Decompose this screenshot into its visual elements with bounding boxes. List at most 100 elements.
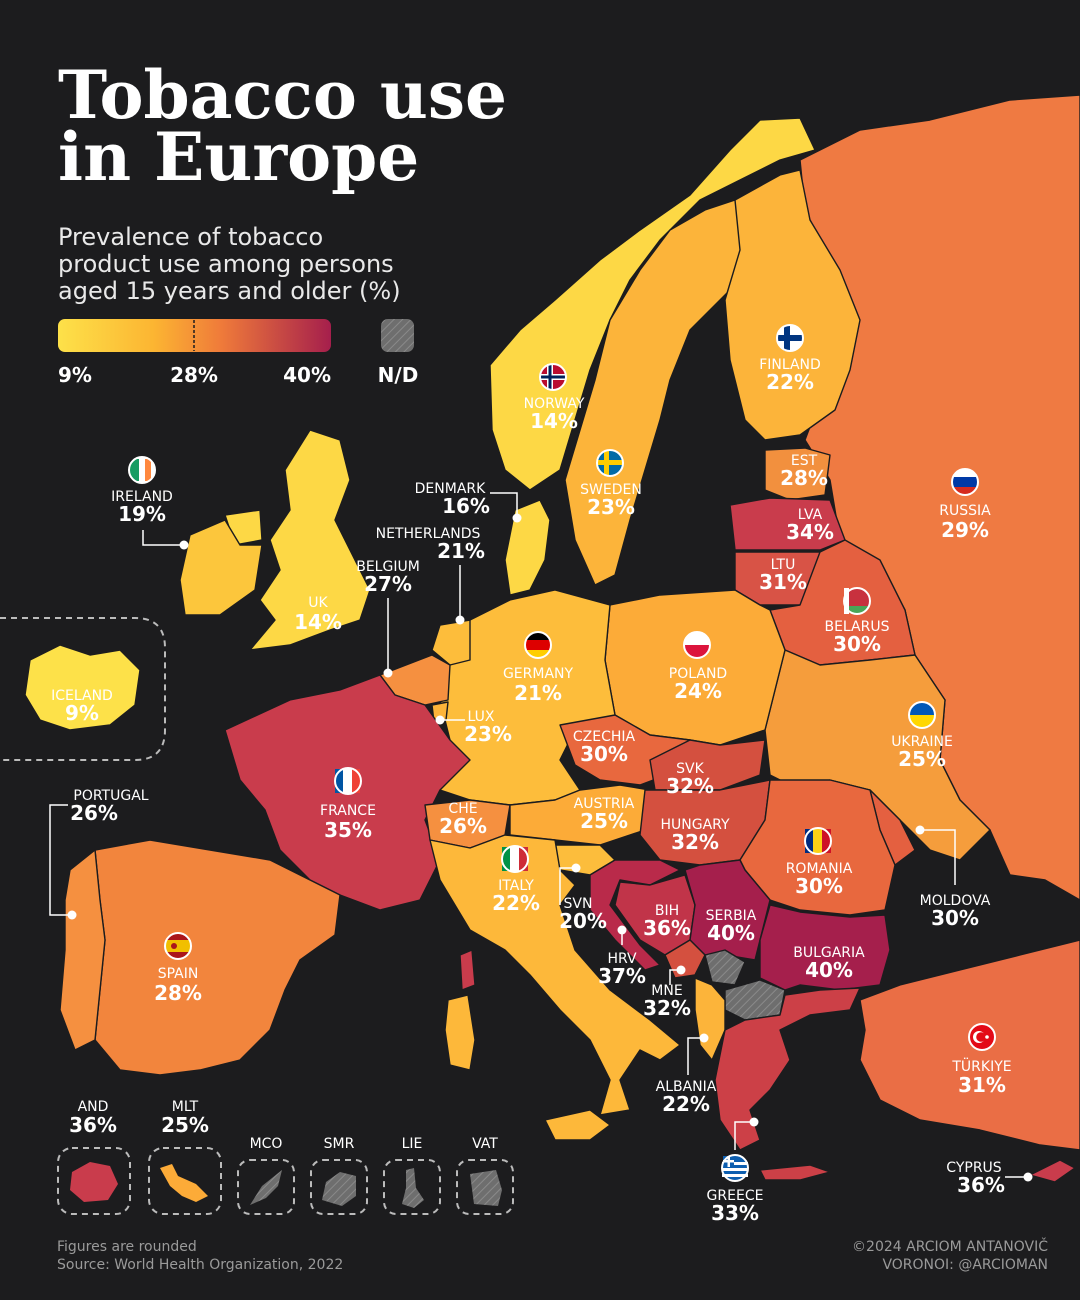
- label-sweden-value: 23%: [587, 495, 635, 519]
- iceland-inset-frame: [0, 617, 166, 761]
- label-serbia-name: SERBIA: [706, 908, 757, 924]
- label-lux-value: 23%: [464, 722, 512, 746]
- label-germany-name: GERMANY: [503, 666, 574, 682]
- shape-turkiye: [859, 939, 1080, 1151]
- ukraine-flag-icon: [908, 701, 936, 729]
- label-lva-value: 34%: [786, 520, 834, 544]
- label-belarus-name: BELARUS: [824, 619, 889, 635]
- label-denmark-value: 16%: [442, 494, 490, 518]
- label-belarus-value: 30%: [833, 632, 881, 656]
- label-turkiye-name: TÜRKIYE: [951, 1057, 1011, 1075]
- label-sweden-name: SWEDEN: [580, 482, 642, 498]
- shape-sardinia: [444, 994, 476, 1071]
- russia-flag-icon: [951, 468, 979, 496]
- label-spain-value: 28%: [154, 981, 202, 1005]
- label-austria-value: 25%: [580, 809, 628, 833]
- subtitle-line1: Prevalence of tobacco: [58, 223, 323, 251]
- label-cyprus-value: 36%: [957, 1173, 1005, 1197]
- label-italy-value: 22%: [492, 891, 540, 915]
- label-che-value: 26%: [439, 814, 487, 838]
- legend-max-label: 40%: [283, 363, 331, 387]
- shape-crete: [759, 1164, 831, 1181]
- label-smr-name: SMR: [324, 1136, 355, 1152]
- label-svk-name: SVK: [676, 761, 704, 777]
- label-turkiye-value: 31%: [958, 1073, 1006, 1097]
- label-iceland-value: 9%: [65, 701, 99, 725]
- label-finland-name: FINLAND: [759, 357, 821, 373]
- label-austria-name: AUSTRIA: [574, 796, 635, 812]
- label-mne-name: MNE: [651, 983, 682, 999]
- shape-croatia: [589, 859, 681, 971]
- label-hungary-name: HUNGARY: [660, 817, 730, 833]
- label-france-name: FRANCE: [320, 803, 376, 819]
- label-russia-name: RUSSIA: [939, 503, 991, 519]
- label-mco-name: MCO: [250, 1136, 283, 1152]
- label-and-name: AND: [78, 1099, 109, 1115]
- label-cyprus-name: CYPRUS: [946, 1160, 1001, 1176]
- label-bulgaria-name: BULGARIA: [793, 945, 865, 961]
- shape-uk: [249, 429, 371, 651]
- shape-smr: [322, 1172, 356, 1206]
- shape-italy: [429, 834, 681, 1116]
- label-albania-name: ALBANIA: [656, 1079, 717, 1095]
- inset-and-frame: [57, 1147, 131, 1215]
- footer-note: Figures are rounded: [57, 1239, 197, 1255]
- legend-min-label: 9%: [58, 363, 92, 387]
- turkiye-flag-icon: [968, 1023, 996, 1051]
- label-bih-value: 36%: [643, 916, 691, 940]
- label-iceland-name: ICELAND: [51, 688, 113, 704]
- shape-iceland: [24, 644, 141, 731]
- label-poland-name: POLAND: [669, 666, 727, 682]
- label-ukraine-name: UKRAINE: [891, 734, 953, 750]
- label-mne-value: 32%: [643, 996, 691, 1020]
- label-poland-value: 24%: [674, 679, 722, 703]
- label-serbia-value: 40%: [707, 921, 755, 945]
- shape-vat: [470, 1170, 502, 1206]
- footer-handle: VORONOI: @ARCIOMAN: [882, 1257, 1048, 1273]
- shape-sicily: [544, 1109, 611, 1141]
- shape-corsica: [459, 949, 476, 991]
- shape-sweden: [564, 199, 746, 586]
- legend-mid-label: 28%: [170, 363, 218, 387]
- label-ltu-name: LTU: [771, 557, 796, 573]
- label-vat-name: VAT: [472, 1136, 498, 1152]
- label-norway-value: 14%: [530, 409, 578, 433]
- legend-nd-label: N/D: [378, 363, 419, 387]
- spain-flag-icon: [164, 932, 192, 960]
- inset-mco-frame: [237, 1159, 295, 1215]
- shape-mlt: [160, 1164, 208, 1202]
- footer-credit: ©2024 ARCIOM ANTANOVIČ: [852, 1237, 1048, 1255]
- label-hrv-name: HRV: [607, 951, 636, 967]
- label-ireland-name: IRELAND: [111, 489, 173, 505]
- label-belgium-value: 27%: [364, 572, 412, 596]
- inset-vat-frame: [456, 1159, 514, 1215]
- label-hrv-value: 37%: [598, 964, 646, 988]
- label-portugal-name: PORTUGAL: [73, 788, 148, 804]
- inset-smr-frame: [310, 1159, 368, 1215]
- label-est-name: EST: [791, 453, 818, 469]
- label-ireland-value: 19%: [118, 502, 166, 526]
- label-uk-name: UK: [308, 595, 328, 611]
- inset-mlt-frame: [148, 1147, 222, 1215]
- shape-latvia: [729, 497, 846, 551]
- label-greece-value: 33%: [711, 1201, 759, 1225]
- microstates: AND 36% MLT 25% MCO SMR LIE VAT: [57, 1099, 514, 1215]
- belarus-flag-icon: [843, 587, 871, 615]
- shape-nodata-kosovo: [704, 949, 746, 986]
- label-mlt-name: MLT: [172, 1099, 199, 1115]
- label-ukraine-value: 25%: [898, 747, 946, 771]
- label-albania-value: 22%: [662, 1092, 710, 1116]
- legend-nodata-swatch: [381, 319, 414, 352]
- label-czechia-value: 30%: [580, 742, 628, 766]
- finland-flag-icon: [776, 324, 804, 352]
- shape-portugal: [59, 849, 106, 1051]
- shape-lie: [402, 1168, 424, 1208]
- label-netherlands-name: NETHERLANDS: [376, 526, 481, 542]
- label-norway-name: NORWAY: [524, 396, 585, 412]
- greece-flag-icon: [721, 1154, 749, 1182]
- label-russia-value: 29%: [941, 518, 989, 542]
- label-est-value: 28%: [780, 466, 828, 490]
- label-portugal-value: 26%: [70, 801, 118, 825]
- label-svn-value: 20%: [559, 909, 607, 933]
- country-labels: ICELAND 9% IRELAND 19% UK 14% NORWAY 14%…: [51, 357, 1011, 1225]
